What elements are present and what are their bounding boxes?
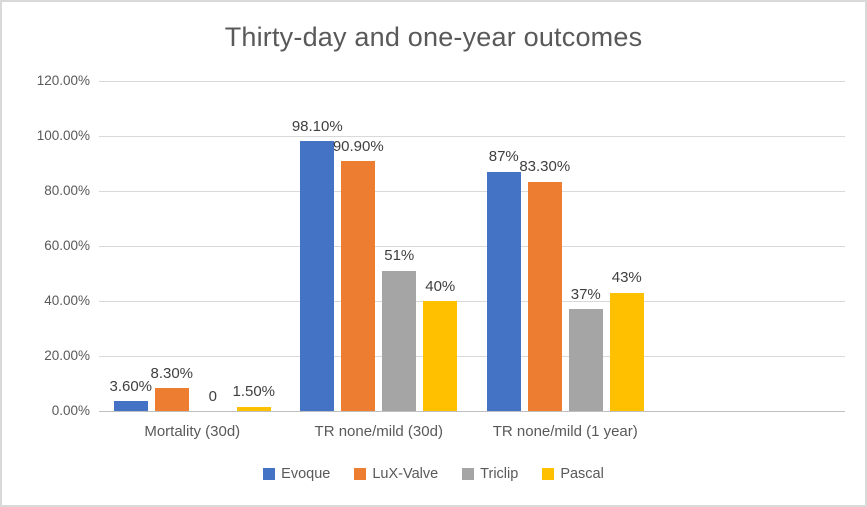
bar-pascal-0 [236,406,271,411]
bar-evoque-2 [486,171,521,411]
gridline [99,135,845,137]
legend-item-pascal: Pascal [542,466,604,482]
data-label: 43% [611,269,642,287]
data-label: 90.90% [332,137,384,155]
legend-item-lux-valve: LuX-Valve [354,466,438,482]
gridline [99,80,845,82]
gridline [99,300,845,302]
y-axis-tick-label: 40.00% [44,293,90,308]
data-label: 1.50% [232,383,276,401]
bar-pascal-2 [609,292,644,411]
legend-swatch-icon [542,468,555,480]
data-label: 51% [384,247,415,265]
data-label: 40% [425,277,456,295]
legend-item-evoque: Evoque [263,466,330,482]
bar-lux-valve-0 [154,388,189,411]
bar-evoque-0 [113,401,148,411]
bar-evoque-1 [300,141,335,411]
legend-label: Triclip [480,466,519,482]
data-label: 98.10% [291,117,343,135]
gridline [99,355,845,357]
legend-label: Evoque [281,466,331,482]
bar-lux-valve-1 [341,161,376,411]
bar-pascal-1 [423,301,458,411]
data-label: 0 [208,387,217,405]
category-label: TR none/mild (1 year) [492,423,638,440]
bar-triclip-2 [568,309,603,411]
x-axis-line [99,410,845,412]
y-axis-tick-label: 120.00% [36,73,90,88]
legend-swatch-icon [263,468,276,480]
data-label: 37% [570,285,601,303]
data-label: 3.60% [109,377,153,395]
legend-swatch-icon [462,468,475,480]
legend-item-triclip: Triclip [462,466,518,482]
y-axis-tick-label: 20.00% [44,348,90,363]
bar-triclip-1 [382,270,417,411]
data-label: 8.30% [150,364,194,382]
y-axis-tick-label: 0.00% [51,403,90,418]
data-label: 87% [488,148,519,166]
category-label: TR none/mild (30d) [314,423,443,440]
data-label: 83.30% [519,158,571,176]
legend-label: Pascal [560,466,604,482]
gridline [99,190,845,192]
chart-title: Thirty-day and one-year outcomes [224,22,643,52]
bar-lux-valve-2 [527,181,562,411]
y-axis-tick-label: 100.00% [36,128,90,143]
category-label: Mortality (30d) [144,423,241,440]
legend-swatch-icon [354,468,367,480]
legend-label: LuX-Valve [372,466,439,482]
y-axis-tick-label: 80.00% [44,183,90,198]
y-axis-tick-label: 60.00% [44,238,90,253]
legend: Evoque LuX-Valve Triclip Pascal [2,466,865,482]
gridline [99,245,845,247]
plot-area: 3.60% 8.30% 0 1.50% 98.10% 90.90% 51% 40% 87% 83.… [99,80,845,412]
